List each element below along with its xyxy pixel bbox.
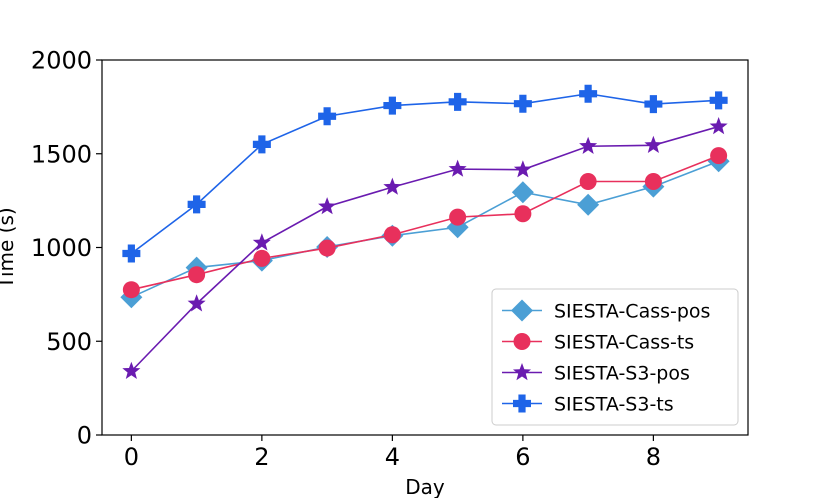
data-point-SIESTA-Cass-ts-5 <box>449 208 467 226</box>
series-layer <box>120 84 730 379</box>
data-point-SIESTA-Cass-ts-0 <box>122 281 140 299</box>
data-point-SIESTA-Cass-ts-9 <box>710 147 728 165</box>
series-line-SIESTA-Cass-ts <box>131 154 719 291</box>
series-SIESTA-Cass-ts <box>122 147 728 299</box>
data-point-SIESTA-S3-ts-0 <box>122 244 141 263</box>
legend-label: SIESTA-S3-pos <box>554 363 690 385</box>
y-tick-label: 1000 <box>31 234 92 262</box>
data-point-SIESTA-S3-pos-9 <box>709 117 728 135</box>
series-line-SIESTA-S3-pos <box>130 125 719 372</box>
data-point-SIESTA-S3-ts-7 <box>579 84 598 103</box>
series-SIESTA-S3-pos <box>122 117 728 379</box>
x-tick-label: 6 <box>515 443 530 471</box>
data-point-SIESTA-S3-ts-4 <box>383 96 402 115</box>
data-point-SIESTA-S3-pos-3 <box>318 197 337 215</box>
x-tick-label: 8 <box>646 443 661 471</box>
x-tick-label: 2 <box>254 443 269 471</box>
data-point-SIESTA-S3-ts-3 <box>318 107 337 126</box>
data-point-SIESTA-S3-ts-2 <box>252 135 271 154</box>
data-point-SIESTA-S3-pos-6 <box>513 160 532 178</box>
data-point-SIESTA-S3-pos-5 <box>448 159 467 177</box>
data-point-SIESTA-S3-ts-5 <box>448 92 467 111</box>
data-point-SIESTA-S3-pos-1 <box>187 294 206 312</box>
legend-label: SIESTA-S3-ts <box>554 394 674 416</box>
data-point-SIESTA-Cass-ts-3 <box>318 239 336 257</box>
x-tick-label: 4 <box>385 443 400 471</box>
data-point-SIESTA-Cass-pos-6 <box>511 181 534 204</box>
legend-entry-SIESTA-Cass-pos: SIESTA-Cass-pos <box>502 299 710 323</box>
data-point-SIESTA-Cass-ts-7 <box>579 173 597 190</box>
legend-marker-SIESTA-S3-pos <box>512 363 532 381</box>
series-SIESTA-Cass-pos <box>120 150 730 309</box>
data-point-SIESTA-S3-ts-6 <box>513 94 532 113</box>
legend-entry-SIESTA-Cass-ts: SIESTA-Cass-ts <box>502 332 694 354</box>
legend-label: SIESTA-Cass-ts <box>554 332 694 354</box>
data-point-SIESTA-Cass-ts-1 <box>188 266 206 284</box>
data-point-SIESTA-S3-ts-9 <box>709 91 728 110</box>
legend-box <box>491 288 739 426</box>
series-line-SIESTA-S3-ts <box>130 92 719 255</box>
y-axis-label: Time (s) <box>0 207 18 289</box>
y-tick-label: 500 <box>46 328 92 356</box>
legend-marker-SIESTA-S3-ts <box>513 394 531 413</box>
legend-marker-SIESTA-Cass-pos <box>511 299 533 322</box>
data-point-SIESTA-Cass-ts-4 <box>383 226 401 244</box>
data-point-SIESTA-S3-pos-2 <box>252 233 271 251</box>
legend-marker-SIESTA-Cass-ts <box>513 333 531 350</box>
data-point-SIESTA-S3-ts-1 <box>187 195 206 214</box>
y-tick-label: 1500 <box>31 140 92 168</box>
ticks-layer: 0 2 4 6 8 0 500 1000 1500 2000 <box>31 47 661 472</box>
data-point-SIESTA-S3-pos-4 <box>383 177 402 195</box>
series-line-SIESTA-Cass-pos <box>131 160 719 298</box>
legend-entry-SIESTA-S3-pos: SIESTA-S3-pos <box>502 363 690 385</box>
y-tick-label: 0 <box>77 422 92 450</box>
x-tick-label: 0 <box>124 443 139 471</box>
legend-label: SIESTA-Cass-pos <box>554 301 710 323</box>
legend: SIESTA-Cass-pos SIESTA-Cass-ts SIESTA-S3-p… <box>491 288 739 426</box>
data-point-SIESTA-S3-pos-0 <box>122 361 141 379</box>
data-point-SIESTA-S3-ts-8 <box>644 95 663 114</box>
data-point-SIESTA-Cass-ts-6 <box>514 205 532 223</box>
data-point-SIESTA-S3-pos-7 <box>579 136 598 154</box>
data-point-SIESTA-Cass-ts-2 <box>253 249 271 267</box>
data-point-SIESTA-Cass-ts-8 <box>644 173 662 190</box>
data-point-SIESTA-S3-pos-8 <box>644 135 663 153</box>
x-axis-label: Day <box>405 475 445 498</box>
y-tick-label: 2000 <box>31 47 92 75</box>
series-SIESTA-S3-ts <box>122 84 728 263</box>
data-point-SIESTA-Cass-pos-7 <box>577 193 600 216</box>
legend-entry-SIESTA-S3-ts: SIESTA-S3-ts <box>502 394 674 416</box>
